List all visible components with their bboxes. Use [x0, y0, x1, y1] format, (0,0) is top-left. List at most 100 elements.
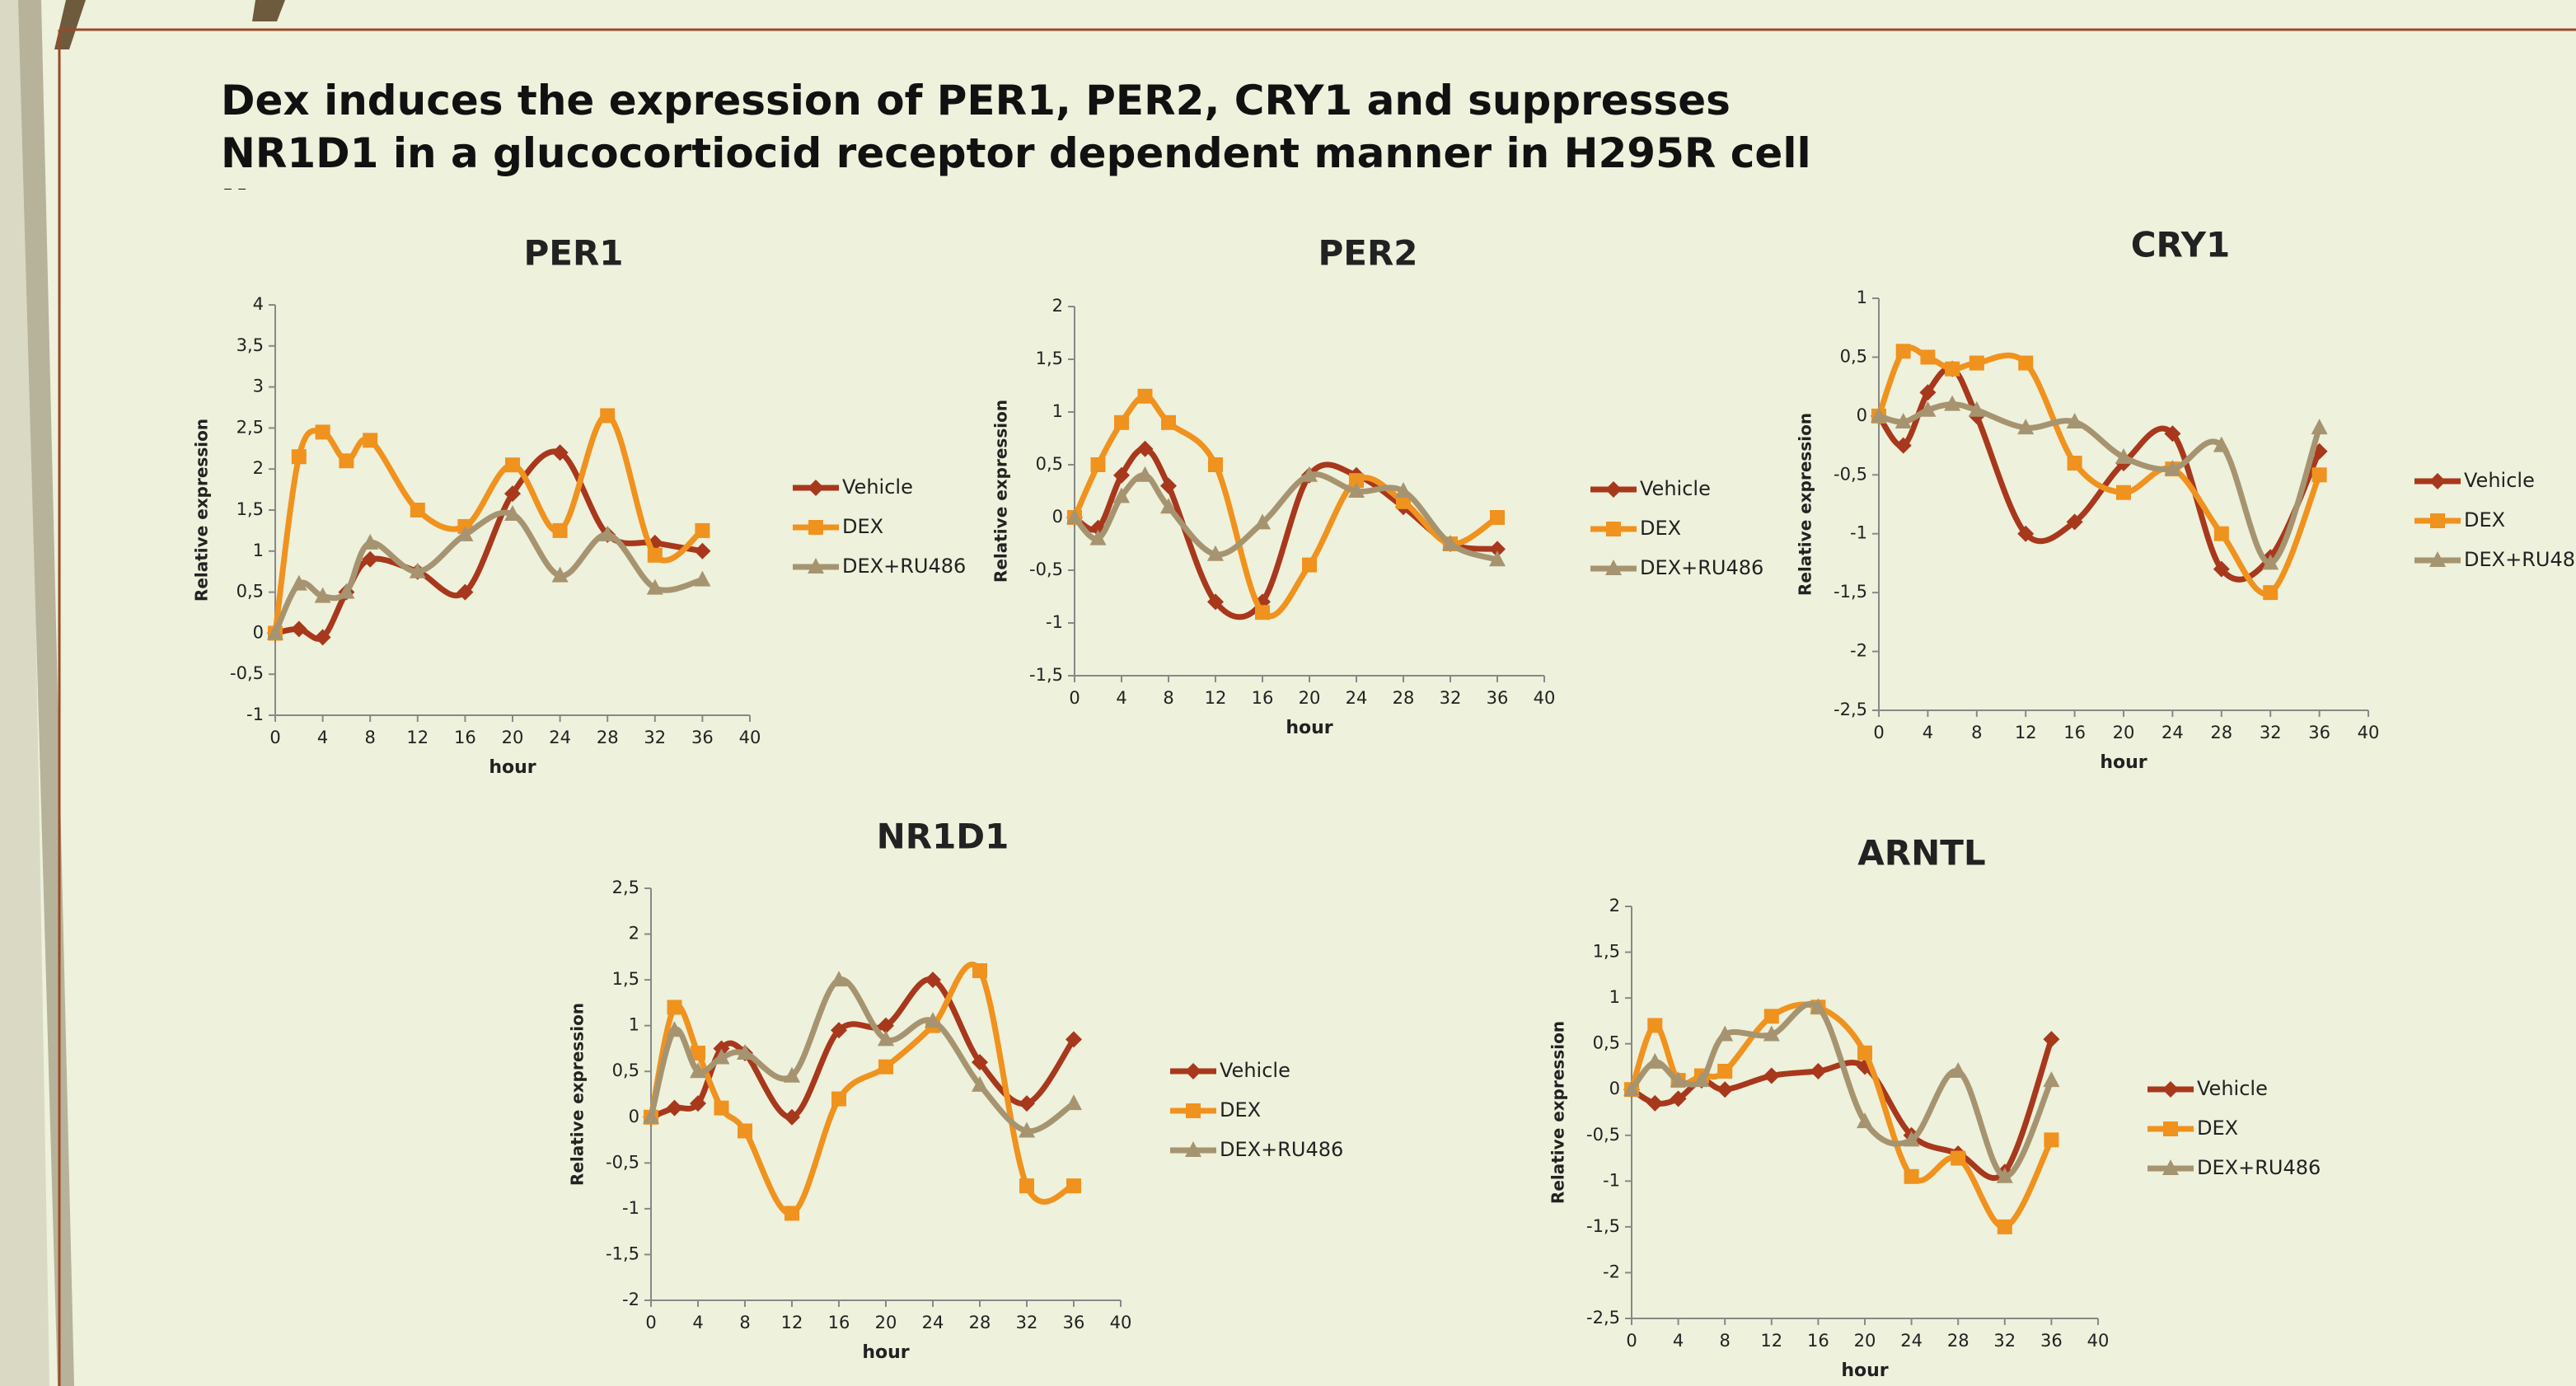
- y-tick-label: 1: [1857, 288, 1867, 307]
- x-axis-label: hour: [1841, 1360, 1888, 1381]
- marker: [1301, 466, 1318, 482]
- decor-stripe: [54, 0, 86, 49]
- marker: [1857, 1112, 1873, 1129]
- x-tick-label: 20: [875, 1313, 897, 1332]
- legend-label: DEX: [2197, 1117, 2238, 1140]
- marker: [2044, 1132, 2059, 1148]
- x-tick-label: 24: [549, 728, 571, 747]
- x-tick-label: 12: [1760, 1331, 1782, 1351]
- x-tick-label: 36: [691, 728, 714, 747]
- marker: [2115, 447, 2132, 464]
- marker: [2263, 585, 2279, 601]
- marker: [1089, 529, 1107, 546]
- marker: [643, 1107, 659, 1124]
- marker: [551, 444, 569, 461]
- marker: [2067, 456, 2082, 471]
- x-tick-label: 0: [269, 728, 280, 747]
- marker: [972, 1054, 988, 1071]
- marker: [505, 457, 520, 473]
- x-tick-label: 36: [2308, 723, 2330, 742]
- y-tick-label: 2,5: [237, 417, 264, 437]
- marker: [1349, 473, 1364, 489]
- marker: [1969, 355, 1984, 371]
- y-tick-label: -2: [1603, 1262, 1620, 1281]
- marker: [1968, 400, 1985, 417]
- marker: [690, 1095, 706, 1112]
- legend-label: DEX+RU486: [2197, 1156, 2321, 1179]
- marker: [290, 574, 307, 591]
- y-axis-label: Relative expression: [991, 400, 1011, 583]
- marker: [1606, 522, 1621, 536]
- legend-label: Vehicle: [2197, 1077, 2268, 1100]
- marker: [1810, 1063, 1827, 1079]
- decor-stripe: [252, 0, 285, 21]
- marker: [362, 550, 379, 568]
- marker: [504, 504, 521, 521]
- legend-label: DEX+RU486: [1220, 1138, 1343, 1161]
- y-tick-label: -0,5: [606, 1152, 639, 1172]
- marker: [338, 583, 355, 599]
- x-tick-label: 40: [2358, 723, 2380, 742]
- x-tick-label: 28: [597, 728, 619, 747]
- marker: [1136, 440, 1154, 457]
- y-axis-label: Relative expression: [1796, 413, 1815, 596]
- y-tick-label: 1: [1609, 987, 1620, 1007]
- marker: [2311, 467, 2327, 483]
- marker: [1114, 414, 1129, 430]
- marker: [1136, 466, 1154, 482]
- x-tick-label: 8: [1971, 723, 1982, 742]
- marker: [1857, 1045, 1872, 1061]
- y-tick-label: -0,5: [1586, 1125, 1620, 1145]
- y-tick-label: 0: [1052, 507, 1063, 527]
- marker: [1945, 361, 1960, 377]
- y-tick-label: -0,5: [230, 663, 264, 683]
- x-tick-label: 12: [1205, 688, 1227, 708]
- chart-title: PER2: [1318, 233, 1417, 274]
- marker: [1254, 513, 1271, 530]
- marker: [1763, 1009, 1779, 1024]
- y-tick-label: -1: [1603, 1170, 1620, 1190]
- x-tick-label: 20: [1299, 688, 1321, 708]
- y-tick-label: 2,5: [612, 878, 639, 897]
- x-tick-label: 28: [969, 1313, 991, 1332]
- marker: [291, 449, 307, 465]
- marker: [1919, 400, 1937, 417]
- slide-title: Dex induces the expression of PER1, PER2…: [221, 77, 1811, 190]
- marker: [1255, 605, 1270, 620]
- marker: [1489, 550, 1506, 567]
- marker: [1920, 349, 1936, 365]
- marker: [1895, 413, 1912, 428]
- y-tick-label: -0,5: [1029, 560, 1063, 579]
- x-tick-label: 20: [2113, 723, 2135, 742]
- marker: [1160, 498, 1177, 514]
- x-tick-label: 24: [2161, 723, 2184, 742]
- x-tick-label: 4: [1673, 1331, 1684, 1351]
- marker: [2262, 554, 2279, 570]
- x-tick-label: 36: [2040, 1331, 2063, 1351]
- marker: [599, 525, 616, 541]
- x-tick-label: 36: [1063, 1313, 1085, 1332]
- y-tick-label: -1,5: [606, 1243, 639, 1263]
- marker: [2043, 1031, 2060, 1048]
- marker: [1717, 1025, 1734, 1042]
- marker: [1623, 1080, 1640, 1097]
- y-axis-label: Relative expression: [568, 1003, 588, 1186]
- y-tick-label: -1,5: [1834, 582, 1867, 602]
- marker: [1895, 344, 1911, 359]
- x-tick-label: 0: [1626, 1331, 1637, 1351]
- x-tick-label: 4: [692, 1313, 703, 1332]
- y-tick-label: 2: [1052, 296, 1063, 316]
- marker: [2430, 513, 2445, 528]
- x-tick-label: 40: [2087, 1331, 2110, 1351]
- x-tick-label: 12: [781, 1313, 803, 1332]
- marker: [552, 522, 568, 538]
- x-tick-label: 4: [317, 728, 328, 747]
- x-axis-label: hour: [1286, 718, 1332, 738]
- marker: [315, 424, 330, 440]
- y-tick-label: 3: [253, 377, 264, 396]
- y-tick-label: -2: [622, 1290, 639, 1309]
- marker: [1208, 457, 1223, 472]
- chart-title: NR1D1: [877, 817, 1009, 857]
- legend-label: Vehicle: [842, 475, 913, 499]
